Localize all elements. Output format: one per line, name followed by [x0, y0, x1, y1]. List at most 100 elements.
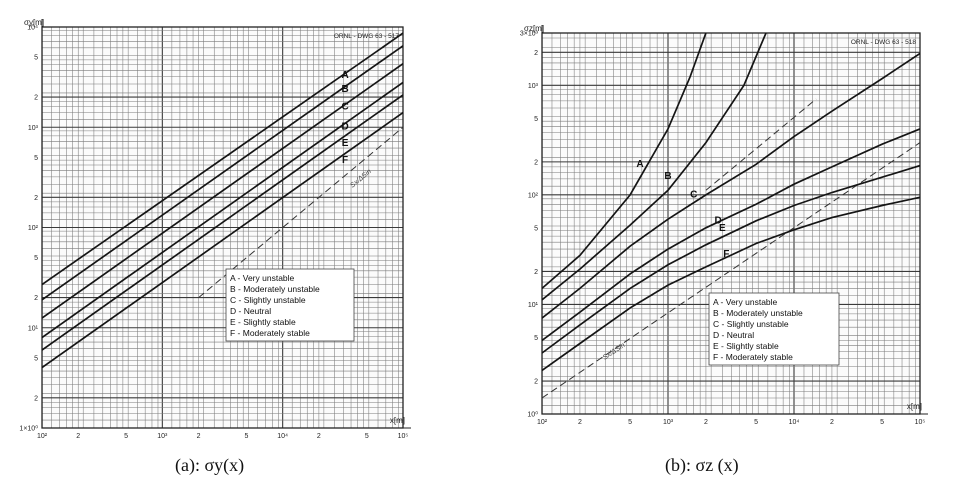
reference-line: [705, 98, 817, 191]
y-tick-label: 2: [34, 395, 38, 402]
curve-label-b: B: [341, 84, 348, 95]
curve-label-a: A: [636, 159, 643, 170]
x-tick-label: 10⁴: [789, 419, 800, 426]
curve-label-f: F: [342, 155, 348, 166]
curve-label-f: F: [723, 249, 729, 260]
legend-box: [708, 292, 840, 366]
y-tick-label: 10⁰: [527, 411, 538, 419]
series-group: [42, 32, 403, 369]
chart-title: ORNL - DWG 63 - 518: [851, 39, 917, 46]
y-tick-label: 2: [34, 295, 38, 302]
legend-entry: B - Moderately unstable: [230, 284, 320, 294]
series-line-a: [542, 33, 707, 290]
x-tick-label: 2: [317, 433, 321, 440]
legend-entry: C - Slightly unstable: [230, 295, 306, 305]
y-tick-label: 10²: [528, 192, 539, 199]
x-tick-label: 10³: [663, 419, 674, 426]
series-line-a: [42, 32, 403, 286]
curve-label-a: A: [341, 70, 348, 81]
curve-label-e: E: [342, 138, 349, 149]
x-tick-label: 5: [124, 433, 128, 440]
y-tick-label: 10²: [28, 225, 39, 232]
x-axis-label: x[m]: [907, 402, 922, 411]
y-tick-label: 10⁴: [27, 25, 38, 32]
series-line-b: [42, 45, 403, 301]
curve-label-d: D: [715, 215, 722, 226]
y-tick-label: 5: [534, 225, 538, 232]
series-line-f: [42, 111, 403, 369]
sigma-z-chart: 10² 2 5 10³ 2 5 10⁴ 2 5 10⁵ 10⁰ 2 5 10¹ 2 5 10² 2 5 10³ 2 3×1…: [520, 24, 928, 426]
y-tick-label: 10³: [28, 125, 39, 132]
chart-panel-a: 10² 2 5 10³ 2 5 10⁴ 2 5 10⁵ 1×10⁰ 2 5 10¹ 2 5 10² 2 5 10³ 2 5…: [0, 0, 420, 450]
series-line-e: [42, 94, 403, 351]
legend-entry: A - Very unstable: [713, 297, 778, 307]
plot-frame: [41, 26, 404, 429]
x-tick-label: 2: [578, 419, 582, 426]
caption-a: (a): σy(x): [175, 455, 245, 475]
x-tick-label: 10⁵: [398, 433, 409, 440]
x-tick-label: 5: [880, 419, 884, 426]
plot-frame: [541, 32, 921, 415]
y-tick-label: 5: [34, 55, 38, 62]
x-tick-label: 2: [76, 433, 80, 440]
curve-label-c: C: [341, 102, 348, 113]
chart-title: ORNL - DWG 63 - 517: [334, 33, 400, 40]
legend-entry: E - Slightly stable: [713, 341, 779, 351]
x-tick-label: 5: [244, 433, 248, 440]
y-tick-label: 2: [34, 195, 38, 202]
y-tick-label: 5: [34, 355, 38, 362]
y-tick-label: 1×10⁰: [19, 425, 38, 433]
curve-label-d: D: [341, 121, 348, 132]
caption-b: (b): σz (x): [665, 455, 739, 475]
x-tick-label: 10²: [537, 419, 548, 426]
legend-entry: C - Slightly unstable: [713, 319, 789, 329]
y-axis-label: σz[m]: [524, 24, 544, 33]
y-tick-label: 2: [534, 50, 538, 57]
x-tick-label: 10²: [37, 433, 48, 440]
y-axis-label: σy[m]: [24, 18, 44, 27]
x-tick-label: 2: [704, 419, 708, 426]
series-line-d: [42, 81, 403, 339]
x-tick-label: 10³: [157, 433, 168, 440]
x-axis-label: x[m]: [390, 416, 405, 425]
y-tick-label: 2: [534, 159, 538, 166]
series-line-b: [542, 33, 767, 301]
legend-box: [225, 268, 355, 342]
legend-entry: F - Moderately stable: [713, 352, 793, 362]
x-tick-label: 10⁴: [277, 433, 288, 440]
legend-entry: A - Very unstable: [230, 273, 295, 283]
series-line-f: [542, 196, 920, 372]
y-tick-label: 10¹: [28, 325, 39, 332]
series-line-d: [542, 128, 920, 342]
legend-entry: D - Neutral: [713, 330, 754, 340]
curve-label-b: B: [664, 171, 671, 182]
y-tick-label: 3×10³: [520, 31, 539, 38]
x-tick-label: 5: [754, 419, 758, 426]
y-tick-label: 5: [534, 335, 538, 342]
x-tick-label: 5: [365, 433, 369, 440]
y-tick-label: 2: [534, 269, 538, 276]
y-tick-label: 5: [34, 155, 38, 162]
legend-entry: B - Moderately unstable: [713, 308, 803, 318]
y-tick-label: 5: [34, 255, 38, 262]
series-line-e: [542, 164, 920, 354]
grid: [42, 27, 403, 428]
y-tick-label: 2: [534, 379, 538, 386]
series-group: [542, 33, 920, 399]
legend-entry: D - Neutral: [230, 306, 271, 316]
curve-label-e: E: [719, 223, 726, 234]
y-tick-label: 10³: [528, 83, 539, 90]
series-line-c: [42, 63, 403, 319]
curve-label-c: C: [690, 189, 697, 200]
x-tick-label: 2: [197, 433, 201, 440]
sigma-y-chart: 10² 2 5 10³ 2 5 10⁴ 2 5 10⁵ 1×10⁰ 2 5 10¹ 2 5 10² 2 5 10³ 2 5…: [19, 18, 411, 440]
x-tick-label: 2: [830, 419, 834, 426]
x-tick-label: 10⁵: [915, 419, 926, 426]
x-tick-label: 5: [628, 419, 632, 426]
legend-entry: F - Moderately stable: [230, 328, 310, 338]
series-line-c: [542, 52, 920, 319]
y-tick-label: 2: [34, 95, 38, 102]
legend-entry: E - Slightly stable: [230, 317, 296, 327]
